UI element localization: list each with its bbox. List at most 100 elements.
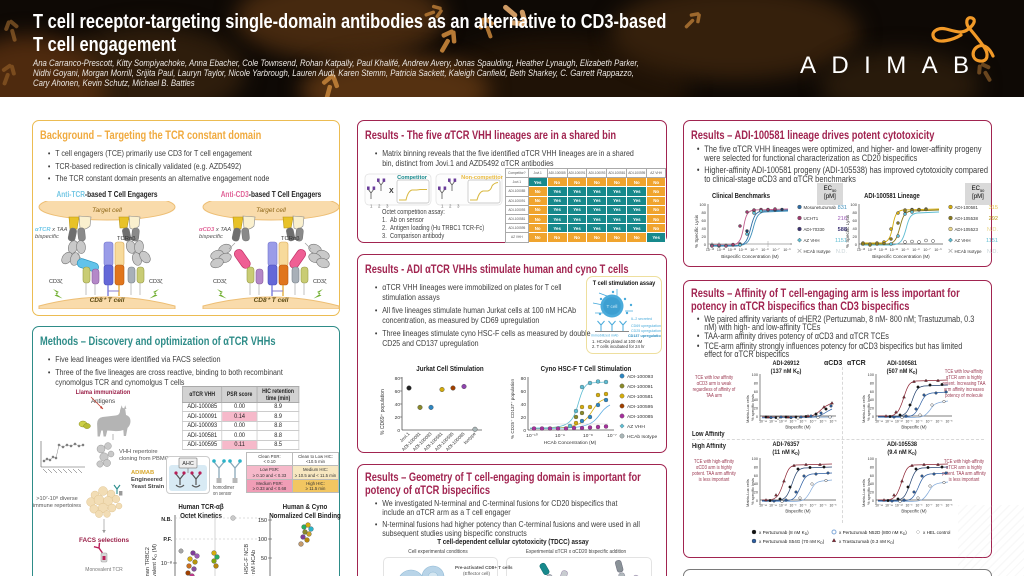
svg-text:Llama immunization: Llama immunization [76, 390, 131, 396]
svg-text:Monovalent TCR: Monovalent TCR [85, 567, 123, 573]
svg-text:10⁻⁷: 10⁻⁷ [926, 420, 934, 424]
svg-text:80: 80 [702, 210, 707, 215]
svg-text:P.F.: P.F. [163, 537, 172, 543]
svg-text:% specific lysis: % specific lysis [866, 478, 871, 505]
svg-text:10⁻⁸: 10⁻⁸ [161, 561, 172, 567]
svg-text:10⁻¹²: 10⁻¹² [868, 248, 877, 252]
svg-text:10⁻⁹: 10⁻⁹ [905, 504, 913, 508]
svg-text:N.D.: N.D. [987, 249, 999, 255]
svg-text:Monovalent KD (M): Monovalent KD (M) [152, 544, 158, 576]
svg-text:Target cell: Target cell [92, 207, 122, 214]
svg-text:20: 20 [395, 415, 401, 421]
svg-text:CD3ζ: CD3ζ [149, 279, 163, 285]
svg-text:X: X [389, 188, 394, 195]
svg-text:% Specific Lysis: % Specific Lysis [845, 214, 850, 248]
svg-text:315: 315 [989, 205, 998, 211]
svg-text:Bispecific (M): Bispecific (M) [785, 509, 811, 514]
svg-text:20: 20 [870, 407, 874, 411]
svg-text:10⁻⁸: 10⁻⁸ [912, 248, 920, 252]
svg-text:% specific lysis: % specific lysis [866, 394, 871, 421]
svg-text:Yeast Strain: Yeast Strain [131, 484, 165, 490]
svg-text:100 nM HCAb: 100 nM HCAb [251, 550, 257, 576]
svg-text:10⁻⁹: 10⁻⁹ [555, 433, 565, 439]
svg-text:10⁻⁶: 10⁻⁶ [783, 248, 791, 252]
svg-text:10⁻⁵: 10⁻⁵ [830, 420, 838, 424]
svg-text:10⁻¹²: 10⁻¹² [875, 504, 884, 508]
svg-text:immobilized mAb: immobilized mAb [591, 333, 618, 337]
svg-text:10⁻¹¹: 10⁻¹¹ [885, 420, 894, 424]
svg-text:x HEL control: x HEL control [923, 530, 950, 535]
svg-text:immune repertoires: immune repertoires [33, 503, 81, 509]
svg-text:AZ VHH: AZ VHH [627, 424, 645, 430]
svg-text:% CD25⁺ CD137⁺ population: % CD25⁺ CD137⁺ population [510, 379, 515, 439]
svg-text:>10⁷-10⁸ diverse: >10⁷-10⁸ diverse [36, 495, 78, 502]
svg-text:ADI-100091: ADI-100091 [627, 384, 653, 390]
svg-text:ADIMAB: ADIMAB [131, 470, 154, 476]
svg-text:bispecific: bispecific [199, 234, 223, 240]
svg-text:10⁻⁶: 10⁻⁶ [820, 504, 828, 508]
svg-text:AZ VHH: AZ VHH [955, 238, 971, 243]
svg-text:T cell: T cell [607, 304, 618, 309]
svg-text:Matrix-Lux cells: Matrix-Lux cells [861, 395, 866, 423]
svg-text:292: 292 [989, 216, 998, 222]
svg-text:Cyno HSC-F NCB: Cyno HSC-F NCB [244, 544, 250, 576]
svg-text:10⁻¹¹: 10⁻¹¹ [769, 420, 778, 424]
svg-text:10⁻⁹: 10⁻⁹ [901, 248, 909, 252]
svg-text:10⁻¹¹: 10⁻¹¹ [728, 248, 737, 252]
svg-text:20: 20 [870, 491, 874, 495]
svg-text:10⁻⁵: 10⁻⁵ [946, 504, 954, 508]
svg-text:N.D.: N.D. [987, 227, 999, 233]
svg-text:2. T cells incubated for 24: 2. T cells incubated for 24 hr [592, 344, 645, 349]
svg-text:100: 100 [868, 457, 874, 461]
svg-text:80: 80 [521, 376, 527, 382]
svg-text:Engineered: Engineered [131, 477, 163, 483]
svg-text:100: 100 [752, 457, 758, 461]
svg-text:Matrix-Lux cells: Matrix-Lux cells [861, 479, 866, 507]
svg-text:0: 0 [756, 415, 758, 419]
svg-text:10⁻¹²: 10⁻¹² [759, 504, 768, 508]
svg-text:Matrix-Lux cells: Matrix-Lux cells [745, 479, 750, 507]
svg-text:ADI-100581: ADI-100581 [627, 394, 653, 400]
svg-text:10⁻⁶: 10⁻⁶ [934, 248, 942, 252]
svg-text:100: 100 [850, 202, 857, 207]
svg-text:10⁻⁸: 10⁻⁸ [800, 420, 808, 424]
svg-text:100: 100 [258, 537, 267, 543]
svg-text:Isotype: Isotype [463, 431, 477, 445]
svg-text:ADI-70330: ADI-70330 [804, 227, 826, 232]
svg-text:10⁻⁶: 10⁻⁶ [936, 420, 944, 424]
svg-text:150: 150 [258, 518, 267, 524]
svg-text:60: 60 [702, 218, 707, 223]
svg-text:1151: 1151 [986, 238, 998, 244]
svg-text:60: 60 [754, 390, 758, 394]
svg-text:100: 100 [699, 202, 706, 207]
svg-text:80: 80 [395, 376, 401, 382]
svg-text:1151: 1151 [835, 238, 847, 244]
svg-text:40: 40 [702, 226, 707, 231]
svg-text:αCD3 x TAA: αCD3 x TAA [199, 227, 231, 233]
svg-text:10⁻⁷: 10⁻⁷ [772, 248, 780, 252]
svg-text:40: 40 [754, 398, 758, 402]
svg-text:10⁻¹⁰: 10⁻¹⁰ [895, 504, 904, 508]
svg-text:HCAb Isotype: HCAb Isotype [804, 249, 832, 254]
svg-text:60: 60 [395, 389, 401, 395]
svg-text:10⁻⁹: 10⁻⁹ [750, 248, 758, 252]
svg-text:Bispecific Concentration (M): Bispecific Concentration (M) [872, 254, 930, 259]
svg-text:% specific lysis: % specific lysis [750, 478, 755, 505]
svg-text:x Pertuzumab (8 nM KD): x Pertuzumab (8 nM KD) [759, 530, 809, 536]
svg-text:40: 40 [521, 402, 527, 408]
svg-text:80: 80 [870, 465, 874, 469]
svg-text:VHH repertoire: VHH repertoire [119, 449, 158, 455]
svg-text:CD137 upregulation: CD137 upregulation [628, 334, 661, 338]
svg-text:Bispecific (M): Bispecific (M) [901, 425, 927, 430]
svg-text:IL-2 secreted: IL-2 secreted [631, 317, 652, 321]
svg-text:60: 60 [853, 218, 858, 223]
svg-text:10⁻¹²: 10⁻¹² [875, 420, 884, 424]
svg-text:Non-competitor: Non-competitor [461, 175, 503, 181]
svg-text:ADI-100085: ADI-100085 [627, 414, 653, 420]
svg-text:10⁻¹⁰: 10⁻¹⁰ [739, 248, 748, 252]
svg-text:0: 0 [397, 428, 400, 434]
svg-text:10⁻⁸: 10⁻⁸ [761, 248, 769, 252]
svg-text:ADI-100581: ADI-100581 [955, 205, 979, 210]
svg-text:αTCR x TAA: αTCR x TAA [35, 227, 68, 233]
svg-text:80: 80 [754, 381, 758, 385]
